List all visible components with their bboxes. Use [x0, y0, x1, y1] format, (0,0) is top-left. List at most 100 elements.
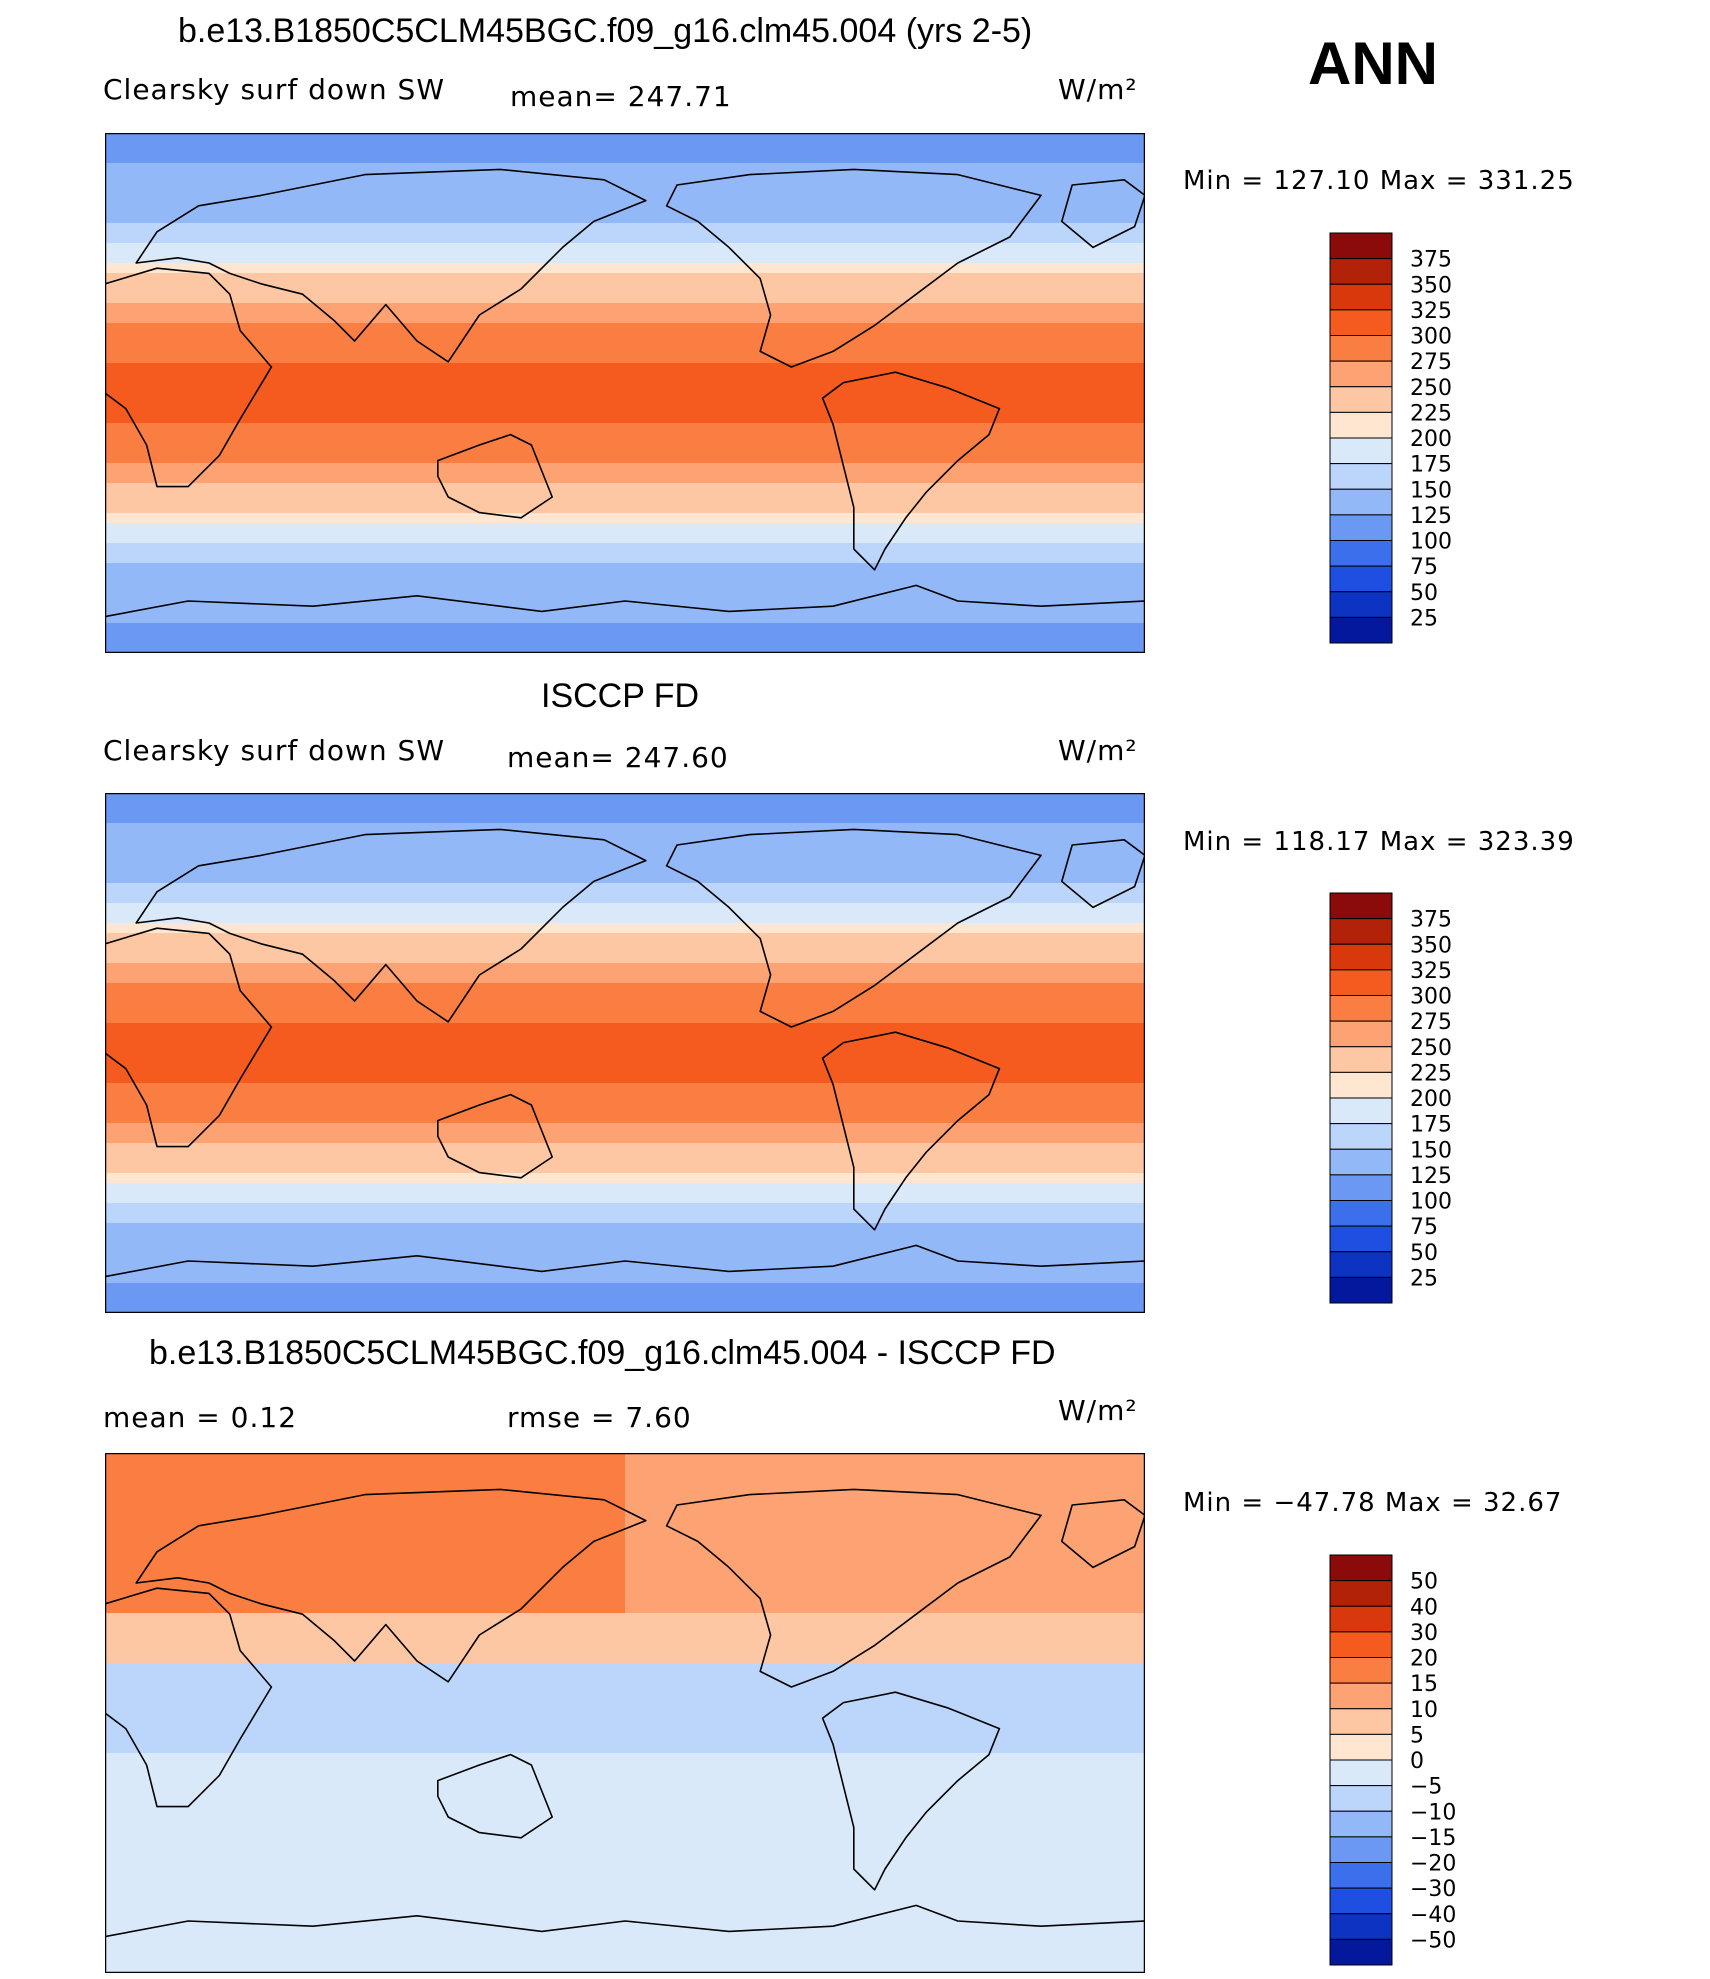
colorbar-tick-label: 375: [1410, 248, 1452, 273]
field-cell: [495, 1703, 626, 1714]
field-cell: [1015, 1593, 1145, 1604]
field-cell: [885, 1473, 1016, 1484]
field-cell: [625, 1963, 756, 1973]
colorbar-box: [1329, 918, 1393, 945]
field-cell: [235, 1733, 366, 1744]
field-band: [105, 583, 1145, 594]
season-label: ANN: [1308, 30, 1438, 97]
field-cell: [755, 1543, 886, 1554]
field-cell: [105, 1813, 236, 1824]
field-cell: [1015, 1933, 1145, 1944]
field-cell: [495, 1963, 626, 1973]
field-cell: [495, 1493, 626, 1504]
field-band: [105, 1283, 1145, 1294]
field-cell: [495, 1693, 626, 1704]
field-cell: [885, 1483, 1016, 1494]
colorbar-0-boxes: [1329, 232, 1393, 644]
field-cell: [1015, 1453, 1145, 1464]
field-cell: [365, 1703, 496, 1714]
field-cell: [105, 1903, 236, 1914]
field-cell: [1015, 1543, 1145, 1554]
field-cell: [625, 1643, 756, 1654]
field-band: [105, 463, 1145, 474]
field-cell: [755, 1713, 886, 1724]
field-cell: [625, 1733, 756, 1744]
field-cell: [885, 1753, 1016, 1764]
field-cell: [755, 1873, 886, 1884]
field-cell: [1015, 1563, 1145, 1574]
field-cell: [755, 1573, 886, 1584]
africa-outline: [105, 927, 273, 1148]
field-cell: [235, 1633, 366, 1644]
field-band: [105, 883, 1145, 894]
colorbar-box: [1329, 1580, 1393, 1607]
field-cell: [105, 1513, 236, 1524]
field-cell: [625, 1863, 756, 1874]
field-cell: [1015, 1743, 1145, 1754]
field-band: [105, 333, 1145, 344]
field-cell: [1015, 1963, 1145, 1973]
field-cell: [1015, 1513, 1145, 1524]
field-cell: [625, 1713, 756, 1724]
field-cell: [105, 1563, 236, 1574]
field-band: [105, 563, 1145, 574]
field-band: [105, 163, 1145, 174]
field-cell: [105, 1943, 236, 1954]
panel-1-title: b.e13.B1850C5CLM45BGC.f09_g16.clm45.004 …: [178, 12, 1033, 50]
field-cell: [495, 1943, 626, 1954]
field-cell: [1015, 1713, 1145, 1724]
field-cell: [1015, 1843, 1145, 1854]
field-cell: [365, 1663, 496, 1674]
field-band: [105, 953, 1145, 964]
colorbar-box: [1329, 283, 1393, 311]
field-cell: [755, 1833, 886, 1844]
field-cell: [105, 1523, 236, 1534]
field-cell: [365, 1683, 496, 1694]
field-band: [105, 1223, 1145, 1234]
field-cell: [495, 1773, 626, 1784]
field-cell: [235, 1893, 366, 1904]
field-cell: [105, 1503, 236, 1514]
colorbar-box: [1329, 616, 1393, 644]
field-cell: [755, 1693, 886, 1704]
field-cell: [885, 1813, 1016, 1824]
colorbar-box: [1329, 1785, 1393, 1812]
field-cell: [235, 1463, 366, 1474]
map-2-coastlines: [105, 1488, 1145, 1938]
panel-1-map: [105, 133, 1145, 653]
colorbar-tick-label: 300: [1410, 985, 1452, 1010]
field-cell: [625, 1523, 756, 1534]
field-band: [105, 433, 1145, 444]
field-cell: [105, 1743, 236, 1754]
field-cell: [885, 1463, 1016, 1474]
map-1-frame: [105, 793, 1145, 1313]
colorbar-box: [1329, 1836, 1393, 1863]
field-cell: [1015, 1523, 1145, 1534]
field-cell: [755, 1623, 886, 1634]
field-cell: [885, 1833, 1016, 1844]
field-cell: [105, 1793, 236, 1804]
field-cell: [885, 1613, 1016, 1624]
colorbar-tick-label: 150: [1410, 1138, 1452, 1163]
colorbar-tick-label: 50: [1410, 1570, 1438, 1595]
field-band: [105, 193, 1145, 204]
field-cell: [365, 1893, 496, 1904]
eurasia-outline: [135, 168, 647, 363]
colorbar-tick-label: 20: [1410, 1647, 1438, 1672]
field-cell: [625, 1853, 756, 1864]
field-cell: [885, 1543, 1016, 1554]
greenland-outline: [1060, 1498, 1145, 1569]
map-0-frame: [105, 133, 1145, 653]
field-cell: [105, 1633, 236, 1644]
field-cell: [105, 1913, 236, 1924]
panel-1-mean: mean= 247.71: [510, 80, 732, 113]
field-band: [105, 303, 1145, 314]
field-band: [105, 213, 1145, 224]
field-cell: [495, 1623, 626, 1634]
colorbar-box: [1329, 488, 1393, 516]
field-cell: [495, 1753, 626, 1764]
field-cell: [105, 1673, 236, 1684]
field-cell: [365, 1883, 496, 1894]
field-cell: [105, 1583, 236, 1594]
field-cell: [365, 1723, 496, 1734]
